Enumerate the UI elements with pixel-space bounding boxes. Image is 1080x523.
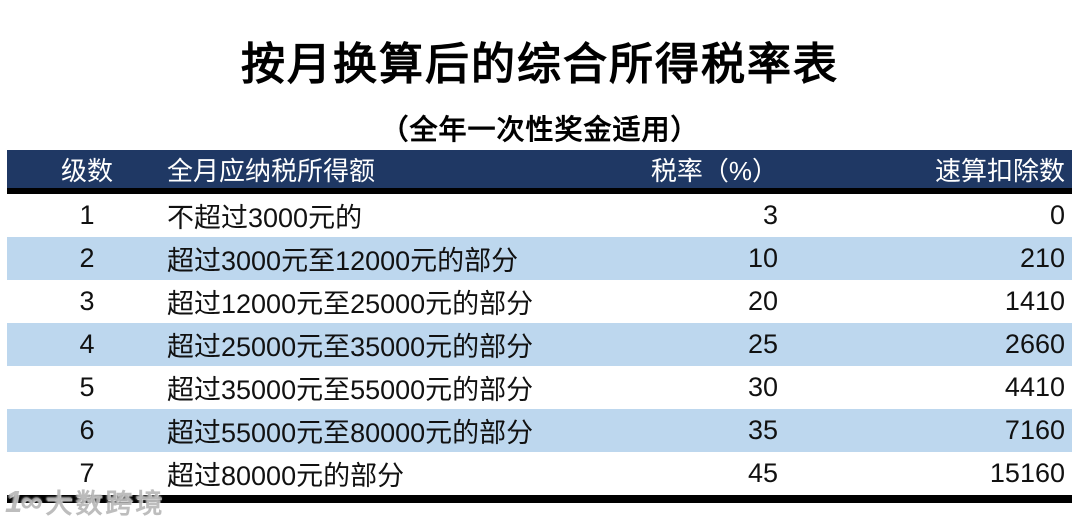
table-row: 1 不超过3000元的 3 0 <box>7 194 1072 237</box>
cell-income: 超过55000元至80000元的部分 <box>167 418 534 448</box>
cell-level: 2 <box>79 243 95 273</box>
column-header-deduction: 速算扣除数 <box>934 155 1065 186</box>
table-row: 7 超过80000元的部分 45 15160 <box>7 452 1072 495</box>
cell-deduction: 0 <box>1049 200 1065 230</box>
cell-level: 7 <box>79 458 95 488</box>
cell-income: 超过12000元至25000元的部分 <box>167 289 534 319</box>
table-row: 2 超过3000元至12000元的部分 10 210 <box>7 237 1072 280</box>
cell-rate: 35 <box>747 415 778 445</box>
cell-level: 6 <box>79 415 95 445</box>
cell-income: 超过3000元至12000元的部分 <box>167 246 519 276</box>
table-row: 5 超过35000元至55000元的部分 30 4410 <box>7 366 1072 409</box>
cell-rate: 45 <box>747 458 778 488</box>
table-row: 3 超过12000元至25000元的部分 20 1410 <box>7 280 1072 323</box>
cell-rate: 10 <box>747 243 778 273</box>
cell-level: 1 <box>79 200 95 230</box>
cell-rate: 3 <box>762 200 778 230</box>
cell-deduction: 7160 <box>1004 415 1065 445</box>
table-row: 6 超过55000元至80000元的部分 35 7160 <box>7 409 1072 452</box>
table-body: 1 不超过3000元的 3 0 2 超过3000元至12000元的部分 10 2… <box>7 194 1072 503</box>
cell-level: 5 <box>79 372 95 402</box>
column-header-level: 级数 <box>60 155 113 186</box>
cell-deduction: 210 <box>1019 243 1065 273</box>
cell-income: 超过35000元至55000元的部分 <box>167 375 534 405</box>
cell-rate: 20 <box>747 286 778 316</box>
cell-deduction: 2660 <box>1004 329 1065 359</box>
tax-rate-table: 级数 全月应纳税所得额 税率（%） 速算扣除数 1 不超过3000元的 3 0 … <box>7 150 1072 503</box>
page-subtitle: （全年一次性奖金适用） <box>380 114 700 145</box>
cell-income: 超过25000元至35000元的部分 <box>167 332 534 362</box>
table-row: 4 超过25000元至35000元的部分 25 2660 <box>7 323 1072 366</box>
cell-income: 超过80000元的部分 <box>167 461 405 491</box>
cell-level: 3 <box>79 286 95 316</box>
column-header-rate: 税率（%） <box>650 155 778 186</box>
column-header-income: 全月应纳税所得额 <box>167 155 376 186</box>
table-header-row: 级数 全月应纳税所得额 税率（%） 速算扣除数 <box>7 150 1072 194</box>
cell-deduction: 1410 <box>1004 286 1065 316</box>
cell-income: 不超过3000元的 <box>167 203 363 233</box>
cell-rate: 25 <box>747 329 778 359</box>
cell-deduction: 15160 <box>989 458 1065 488</box>
cell-rate: 30 <box>747 372 778 402</box>
cell-deduction: 4410 <box>1004 372 1065 402</box>
page-title: 按月换算后的综合所得税率表 <box>241 40 839 89</box>
cell-level: 4 <box>79 329 95 359</box>
